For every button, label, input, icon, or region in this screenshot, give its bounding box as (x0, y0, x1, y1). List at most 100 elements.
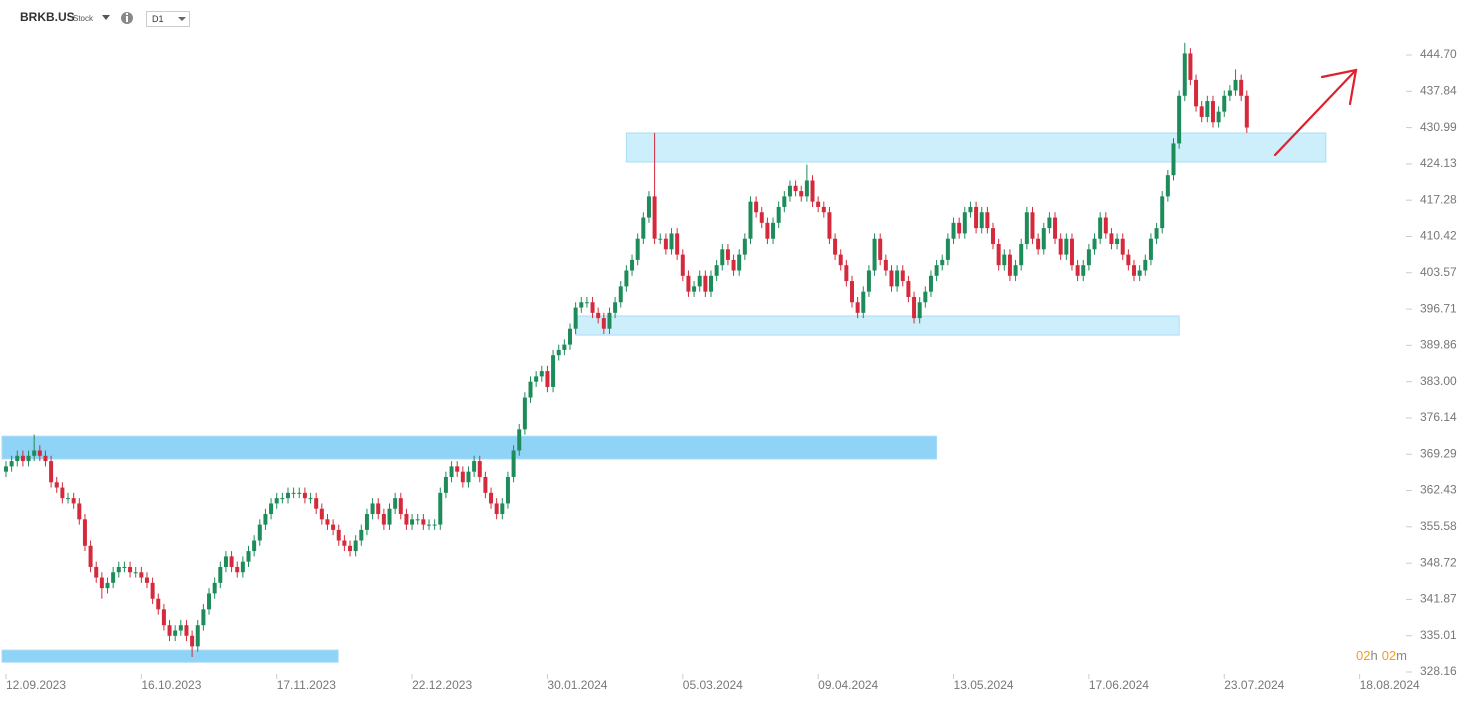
candle-body (99, 577, 104, 589)
candle-body (1115, 238, 1120, 245)
candle-body (229, 556, 234, 567)
price-zone (1, 435, 938, 460)
candle-body (1165, 175, 1170, 197)
arrow-annotation (1273, 68, 1358, 157)
candle-body (996, 244, 1001, 266)
x-tick-label: 05.03.2024 (683, 678, 743, 692)
candle-body (861, 291, 866, 313)
candle-body (494, 503, 499, 515)
candle-body (618, 286, 623, 303)
candle-body (376, 503, 381, 515)
candle-body (285, 492, 290, 499)
candle-body (1210, 101, 1215, 123)
candle-body (291, 492, 296, 494)
x-tick-label: 23.07.2024 (1224, 678, 1284, 692)
x-tick-label: 17.06.2024 (1089, 678, 1149, 692)
candle-body (1188, 53, 1193, 80)
candle-body (1013, 265, 1018, 276)
candle-body (505, 476, 510, 504)
y-tick-label: 376.14 (1420, 410, 1457, 424)
candle-body (438, 492, 443, 525)
symbol-dropdown[interactable] (102, 15, 110, 20)
candle-body (77, 503, 82, 520)
candle-body (342, 540, 347, 546)
candle-body (1216, 111, 1221, 123)
candle-body (71, 498, 76, 504)
x-tick-label: 13.05.2024 (954, 678, 1014, 692)
price-zone (625, 132, 1327, 163)
candle-body (223, 556, 228, 567)
info-icon-dot (126, 13, 128, 15)
candle-body (1120, 238, 1125, 255)
candle-body (613, 302, 618, 313)
candle-body (551, 355, 556, 387)
candle-body (556, 349, 561, 356)
candle-body (562, 344, 567, 350)
candle-body (748, 201, 753, 239)
candle-body (731, 259, 736, 271)
candle-body (675, 233, 680, 255)
candle-body (173, 630, 178, 636)
candle-body (111, 572, 116, 583)
candle-body (1058, 238, 1063, 255)
timeframe: D1 (152, 14, 164, 24)
candle-body (364, 514, 369, 530)
candle-body (393, 498, 398, 509)
candle-body (190, 635, 195, 647)
candle-body (49, 461, 54, 483)
candle-body (765, 222, 770, 239)
candle-body (297, 492, 302, 494)
candle-body (381, 514, 386, 525)
candle-body (415, 519, 420, 521)
zones (1, 132, 1327, 663)
candle-body (466, 471, 471, 483)
candle-body (421, 519, 426, 525)
candle-body (776, 206, 781, 223)
candle-body (1126, 254, 1131, 266)
candle-body (692, 286, 697, 292)
candle-body (1233, 79, 1238, 91)
candle-body (1053, 217, 1058, 239)
candle-body (178, 625, 183, 631)
candle-body (889, 270, 894, 287)
candle-body (855, 302, 860, 313)
candle-body (1086, 249, 1091, 266)
instrument-kind: Stock (73, 14, 94, 23)
candles (3, 42, 1249, 657)
candle-body (156, 598, 161, 610)
candle-body (1222, 95, 1227, 112)
price-zone (575, 315, 1180, 336)
candle-body (455, 466, 460, 472)
candle-body (1002, 254, 1007, 266)
candle-body (54, 482, 59, 488)
header: BRKB.US Stock D1 (20, 10, 190, 27)
candle-body (325, 519, 330, 525)
candle-body (912, 296, 917, 319)
candle-body (207, 593, 212, 610)
timeframe-select[interactable] (146, 11, 190, 27)
candle-body (302, 492, 307, 499)
candle-body (630, 259, 635, 271)
candle-body (1019, 244, 1024, 266)
candle-body (398, 498, 403, 515)
candle-body (906, 281, 911, 297)
candle-body (703, 275, 708, 292)
candle-body (799, 191, 804, 197)
candle-body (928, 275, 933, 292)
candle-body (1103, 217, 1108, 234)
candle-body (945, 238, 950, 260)
candle-body (26, 455, 31, 462)
candle-body (844, 265, 849, 282)
candle-body (500, 503, 505, 515)
x-tick-label: 30.01.2024 (547, 678, 607, 692)
timeframe-dropdown (178, 17, 186, 21)
candle-body (257, 524, 262, 541)
candle-body (66, 498, 71, 500)
candle-body (652, 196, 657, 239)
candle-body (804, 180, 809, 197)
candle-body (545, 371, 550, 387)
candle-body (686, 275, 691, 292)
candle-body (1098, 217, 1103, 239)
x-tick-label: 16.10.2023 (141, 678, 201, 692)
